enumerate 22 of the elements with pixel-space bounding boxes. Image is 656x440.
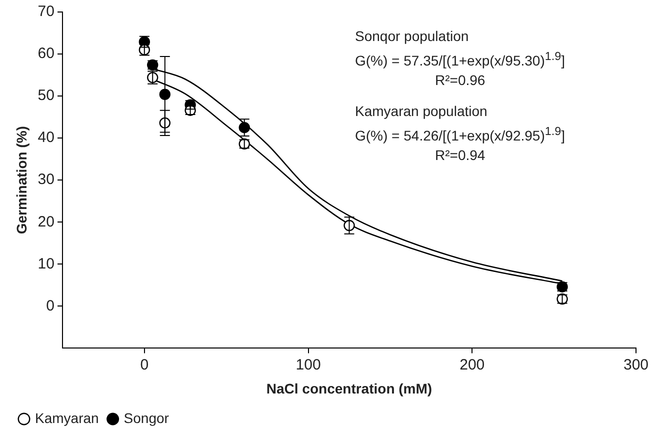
annotation: R²=0.96 [435,72,486,88]
legend-label: Songor [124,410,170,426]
y-tick-label: 40 [38,129,54,146]
x-tick-label: 200 [460,356,485,374]
y-axis-title: Germination (%) [13,126,30,234]
y-tick-label: 20 [38,213,54,230]
annotation: R²=0.94 [435,147,486,163]
x-tick-label: 300 [623,356,649,374]
legend-label: Kamyaran [35,410,99,426]
annotation: Sonqor population [355,28,469,44]
y-tick-label: 0 [46,297,54,314]
x-axis-title: NaCl concentration (mM) [266,380,432,396]
x-tick-label: 100 [296,356,321,374]
annotation: G(%) = 57.35/[(1+exp(x/95.30)$^{1.9}$] [355,50,565,69]
y-tick-label: 50 [38,87,54,104]
x-tick-label: 0 [140,356,149,374]
y-tick-label: 60 [38,45,54,62]
annotation: G(%) = 54.26/[(1+exp(x/92.95)$^{1.9}$] [355,125,565,144]
y-tick-label: 30 [38,171,54,188]
annotation: Kamyaran population [355,103,488,119]
y-tick-label: 10 [38,255,54,272]
y-tick-label: 70 [38,3,54,20]
